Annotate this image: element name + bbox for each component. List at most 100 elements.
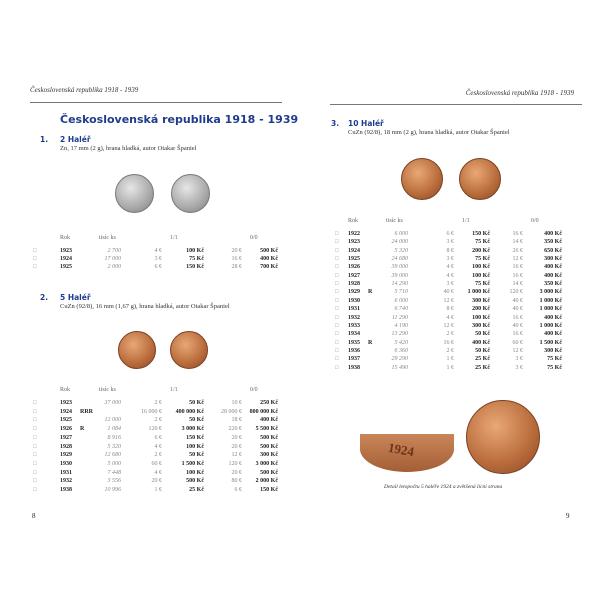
column-header-grade-0-0: 0/0 bbox=[250, 387, 258, 393]
year: 1927 bbox=[348, 272, 360, 279]
price-eur-0-0: 12 € bbox=[231, 452, 243, 459]
price-eur-0-0: 20 € bbox=[231, 248, 243, 254]
coin-5-haler-enlarged-obverse bbox=[466, 400, 540, 474]
price-czk-1-1: 1 500 Kč bbox=[181, 460, 204, 467]
year: 1923 bbox=[60, 400, 72, 406]
checkbox[interactable]: □ bbox=[33, 487, 37, 493]
checkbox[interactable]: □ bbox=[335, 231, 339, 237]
checkbox[interactable]: □ bbox=[33, 426, 37, 433]
price-czk-1-1: 50 Kč bbox=[475, 347, 490, 354]
year: 1923 bbox=[348, 239, 360, 246]
price-czk-0-0: 3 000 Kč bbox=[255, 460, 278, 467]
section-1-name: 2 Haléř bbox=[60, 135, 91, 144]
checkbox[interactable]: □ bbox=[335, 314, 339, 321]
mintage: 5 710 bbox=[394, 289, 409, 296]
year: 1926 bbox=[60, 426, 72, 433]
coin-5-haler-obverse bbox=[118, 331, 156, 369]
checkbox[interactable]: □ bbox=[335, 339, 339, 346]
price-czk-0-0: 500 Kč bbox=[260, 248, 278, 254]
checkbox[interactable]: □ bbox=[33, 256, 37, 262]
price-czk-1-1: 50 Kč bbox=[189, 400, 204, 406]
checkbox[interactable]: □ bbox=[33, 417, 37, 424]
price-eur-0-0: 28 000 € bbox=[221, 408, 242, 415]
price-czk-1-1: 75 Kč bbox=[189, 256, 204, 262]
checkbox[interactable]: □ bbox=[335, 322, 339, 329]
price-eur-1-1: 40 € bbox=[443, 289, 455, 296]
checkbox[interactable]: □ bbox=[335, 331, 339, 338]
checkbox[interactable]: □ bbox=[335, 272, 339, 279]
checkbox[interactable]: □ bbox=[335, 256, 339, 263]
price-czk-0-0: 400 Kč bbox=[544, 272, 562, 279]
price-eur-0-0: 14 € bbox=[512, 281, 524, 288]
checkbox[interactable]: □ bbox=[33, 264, 37, 270]
price-eur-1-1: 4 € bbox=[154, 443, 163, 450]
checkbox[interactable]: □ bbox=[335, 364, 339, 371]
price-eur-0-0: 16 € bbox=[512, 264, 524, 271]
coin-10-haler-obverse bbox=[401, 158, 443, 200]
price-eur-0-0: 20 € bbox=[231, 469, 243, 476]
column-header-mintage: tisíc ks bbox=[99, 387, 116, 393]
price-czk-0-0: 300 Kč bbox=[260, 452, 278, 459]
checkbox[interactable]: □ bbox=[335, 306, 339, 313]
price-eur-1-1: 20 € bbox=[151, 478, 163, 485]
price-czk-1-1: 300 Kč bbox=[472, 297, 490, 304]
price-eur-0-0: 60 € bbox=[512, 339, 524, 346]
mintage: 5 320 bbox=[394, 247, 409, 254]
price-eur-0-0: 3 € bbox=[515, 356, 524, 363]
price-czk-0-0: 350 Kč bbox=[544, 281, 562, 288]
checkbox[interactable]: □ bbox=[33, 443, 37, 450]
checkbox[interactable]: □ bbox=[33, 460, 37, 467]
rarity-note: RRR bbox=[80, 408, 93, 415]
checkbox[interactable]: □ bbox=[33, 434, 37, 441]
price-eur-1-1: 2 € bbox=[446, 347, 455, 354]
checkbox[interactable]: □ bbox=[335, 297, 339, 304]
year: 1922 bbox=[348, 231, 360, 237]
price-czk-1-1: 200 Kč bbox=[472, 306, 490, 313]
page-number-right: 9 bbox=[566, 512, 570, 520]
section-1-description: Zn, 17 mm (2 g), hrana hladká, autor Ota… bbox=[60, 145, 197, 152]
checkbox[interactable]: □ bbox=[33, 248, 37, 254]
price-czk-0-0: 500 Kč bbox=[260, 434, 278, 441]
mintage: 37 000 bbox=[104, 400, 122, 406]
year: 1928 bbox=[60, 443, 72, 450]
price-czk-1-1: 75 Kč bbox=[475, 281, 490, 288]
mintage: 11 290 bbox=[391, 314, 408, 321]
price-eur-1-1: 6 € bbox=[446, 231, 455, 237]
column-header-grade-1-1: 1/1 bbox=[170, 235, 178, 241]
checkbox[interactable]: □ bbox=[335, 289, 339, 296]
checkbox[interactable]: □ bbox=[335, 239, 339, 246]
checkbox[interactable]: □ bbox=[33, 400, 37, 406]
price-czk-0-0: 650 Kč bbox=[544, 247, 562, 254]
year: 1924 bbox=[348, 247, 360, 254]
price-czk-0-0: 250 Kč bbox=[260, 400, 278, 406]
column-header-grade-1-1: 1/1 bbox=[170, 387, 178, 393]
checkbox[interactable]: □ bbox=[33, 478, 37, 485]
mintage: 5 000 bbox=[107, 460, 122, 467]
column-header-grade-0-0: 0/0 bbox=[250, 235, 258, 241]
header-rule-left bbox=[30, 102, 282, 103]
checkbox[interactable]: □ bbox=[335, 356, 339, 363]
price-eur-0-0: 20 € bbox=[231, 443, 243, 450]
year: 1925 bbox=[60, 417, 72, 424]
mintage: 13 290 bbox=[391, 331, 409, 338]
year: 1925 bbox=[60, 264, 72, 270]
price-czk-1-1: 1 000 Kč bbox=[467, 289, 490, 296]
checkbox[interactable]: □ bbox=[335, 347, 339, 354]
mintage: 2 700 bbox=[107, 248, 122, 254]
mintage: 1 084 bbox=[107, 426, 122, 433]
price-czk-0-0: 400 Kč bbox=[260, 417, 278, 424]
checkbox[interactable]: □ bbox=[335, 281, 339, 288]
checkbox[interactable]: □ bbox=[335, 264, 339, 271]
price-czk-1-1: 150 Kč bbox=[186, 434, 204, 441]
checkbox[interactable]: □ bbox=[33, 408, 37, 415]
price-eur-1-1: 4 € bbox=[154, 469, 163, 476]
year: 1931 bbox=[60, 469, 72, 476]
checkbox[interactable]: □ bbox=[335, 247, 339, 254]
checkbox[interactable]: □ bbox=[33, 469, 37, 476]
price-eur-1-1: 3 € bbox=[154, 256, 163, 262]
mintage: 10 996 bbox=[104, 487, 122, 493]
mintage: 39 000 bbox=[391, 264, 409, 271]
coin-2-haler-reverse bbox=[171, 174, 210, 213]
checkbox[interactable]: □ bbox=[33, 452, 37, 459]
price-eur-1-1: 1 € bbox=[154, 487, 163, 493]
